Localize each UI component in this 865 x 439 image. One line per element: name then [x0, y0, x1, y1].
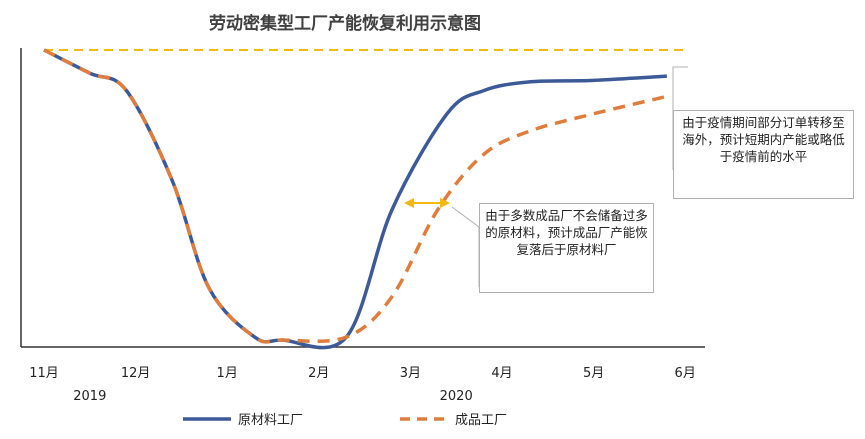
year-label: 2019 [73, 389, 106, 404]
annotation-finished-goods-lag: 由于多数成品厂不会储备过多的原材料，预计成品厂产能恢复落后于原材料厂 [479, 203, 654, 293]
series-line-raw-materials [43, 48, 668, 350]
year-label: 2020 [440, 389, 473, 404]
annotation-orders-overseas: 由于疫情期间部分订单转移至海外，预计短期内产能或略低于疫情前的水平 [673, 110, 854, 199]
chart-title: 劳动密集型工厂产能恢复利用示意图 [209, 13, 481, 34]
x-tick-label: 4月 [491, 366, 512, 381]
lag-arrow-head-left [404, 198, 414, 208]
annotation-finished-goods-lag-text: 由于多数成品厂不会储备过多的原材料，预计成品厂产能恢复落后于原材料厂 [485, 208, 648, 257]
series-line-finished-goods [43, 48, 668, 344]
x-tick-label: 6月 [675, 366, 696, 381]
legend-label: 成品工厂 [455, 413, 507, 428]
x-tick-label: 5月 [583, 366, 604, 381]
annotation-orders-overseas-text: 由于疫情期间部分订单转移至海外，预计短期内产能或略低于疫情前的水平 [682, 115, 845, 164]
x-tick-label: 1月 [217, 366, 238, 381]
legend-label: 原材料工厂 [238, 413, 303, 428]
x-tick-label: 12月 [121, 366, 151, 381]
annotation-leader-line-lag [451, 206, 480, 287]
x-tick-label: 11月 [29, 366, 59, 381]
x-tick-label: 2月 [308, 366, 329, 381]
x-tick-label: 3月 [400, 366, 421, 381]
lag-arrow-head-right [440, 198, 450, 208]
